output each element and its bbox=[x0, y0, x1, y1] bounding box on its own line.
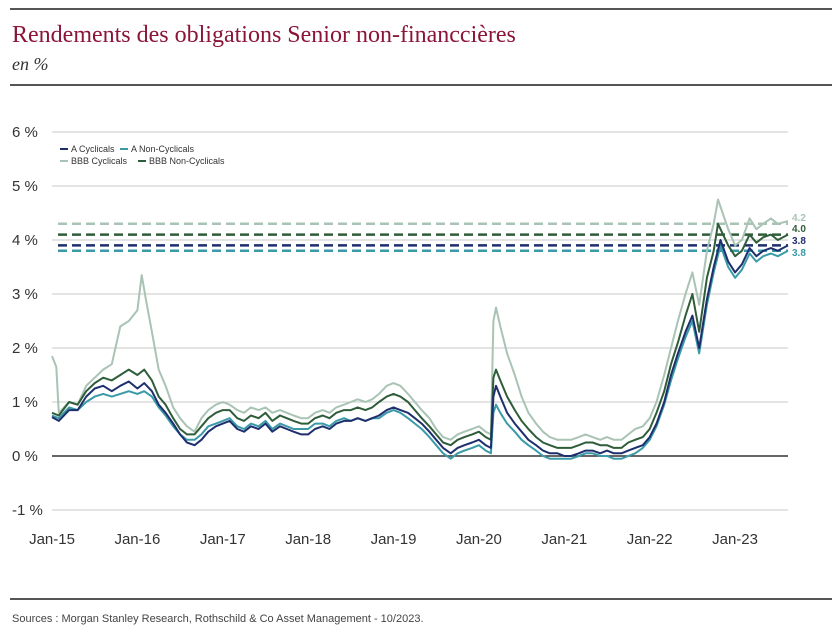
y-tick-label: 6 % bbox=[12, 124, 38, 141]
chart-title: Rendements des obligations Senior non-fi… bbox=[12, 22, 516, 48]
series-line-bbb-cyclicals bbox=[51, 198, 789, 441]
y-tick-label: 0 % bbox=[12, 448, 38, 465]
x-tick-label: Jan-20 bbox=[456, 531, 502, 548]
y-tick-label: 1 % bbox=[12, 394, 38, 411]
end-value-label: 3.8 bbox=[792, 248, 806, 259]
x-tick-label: Jan-19 bbox=[371, 531, 417, 548]
footer-rule bbox=[10, 598, 832, 600]
end-value-label: 3.8 bbox=[792, 236, 806, 247]
y-tick-label: 5 % bbox=[12, 178, 38, 195]
top-rule bbox=[10, 8, 832, 10]
legend-label: BBB Cyclicals bbox=[71, 156, 128, 166]
series-line-a-cyclicals bbox=[51, 239, 789, 457]
x-tick-label: Jan-15 bbox=[29, 531, 75, 548]
series-line-bbb-non-cyclicals bbox=[51, 222, 789, 449]
current-level-lines bbox=[58, 222, 788, 253]
y-tick-label: 4 % bbox=[12, 232, 38, 249]
y-tick-label: -1 % bbox=[12, 502, 43, 519]
chart-subtitle: en % bbox=[12, 54, 49, 74]
legend-label: A Cyclicals bbox=[71, 144, 115, 154]
x-tick-label: Jan-16 bbox=[114, 531, 160, 548]
grid bbox=[52, 131, 788, 511]
source-note: Sources : Morgan Stanley Research, Roths… bbox=[12, 613, 424, 625]
legend-label: BBB Non-Cyclicals bbox=[149, 156, 225, 166]
x-tick-label: Jan-17 bbox=[200, 531, 246, 548]
end-labels: 3.83.8 4.24.0 bbox=[792, 213, 806, 259]
axis-labels: -1 % 0 % 1 % 2 % 3 % 4 % 5 % 6 % Jan-15 Jan-16 Jan… bbox=[12, 124, 758, 548]
header-rule bbox=[10, 84, 832, 86]
y-tick-label: 3 % bbox=[12, 286, 38, 303]
x-tick-label: Jan-21 bbox=[541, 531, 587, 548]
x-tick-label: Jan-23 bbox=[712, 531, 758, 548]
legend-label: A Non-Cyclicals bbox=[131, 144, 195, 154]
end-value-label: 4.0 bbox=[792, 224, 806, 235]
y-tick-label: 2 % bbox=[12, 340, 38, 357]
line-chart: 3.83.8 4.24.0 -1 % 0 % 1 % 2 % 3 % 4 % 5 % 6 % Ja… bbox=[12, 124, 806, 548]
x-tick-label: Jan-22 bbox=[627, 531, 673, 548]
end-value-label: 4.2 bbox=[792, 213, 806, 224]
series-lines bbox=[51, 198, 789, 460]
x-tick-label: Jan-18 bbox=[285, 531, 331, 548]
